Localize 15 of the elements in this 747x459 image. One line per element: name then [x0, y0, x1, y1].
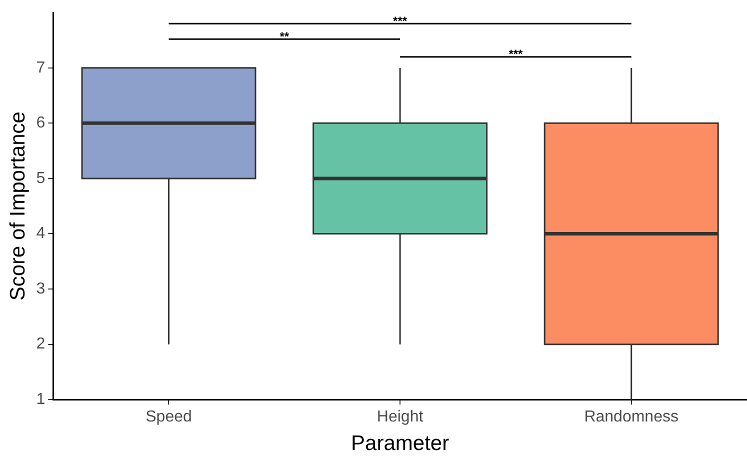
x-tick-label: Height [376, 408, 424, 426]
y-tick-label: 3 [36, 280, 46, 298]
y-tick-label: 6 [36, 114, 46, 132]
x-tick-label: Randomness [584, 408, 678, 426]
y-tick-label: 2 [36, 336, 46, 353]
y-axis-title: Score of Importance [6, 112, 30, 301]
annotation: *** [508, 47, 524, 62]
x-axis-title: Parameter [351, 432, 450, 456]
annotation: *** [393, 14, 408, 28]
y-tick-label: 7 [36, 59, 46, 76]
x-tick-label: Speed [146, 408, 192, 426]
y-tick-label: 4 [36, 225, 46, 242]
y-tick-label: 1 [36, 391, 46, 408]
y-tick-label: 5 [36, 170, 46, 187]
annotation: ** [280, 29, 290, 44]
